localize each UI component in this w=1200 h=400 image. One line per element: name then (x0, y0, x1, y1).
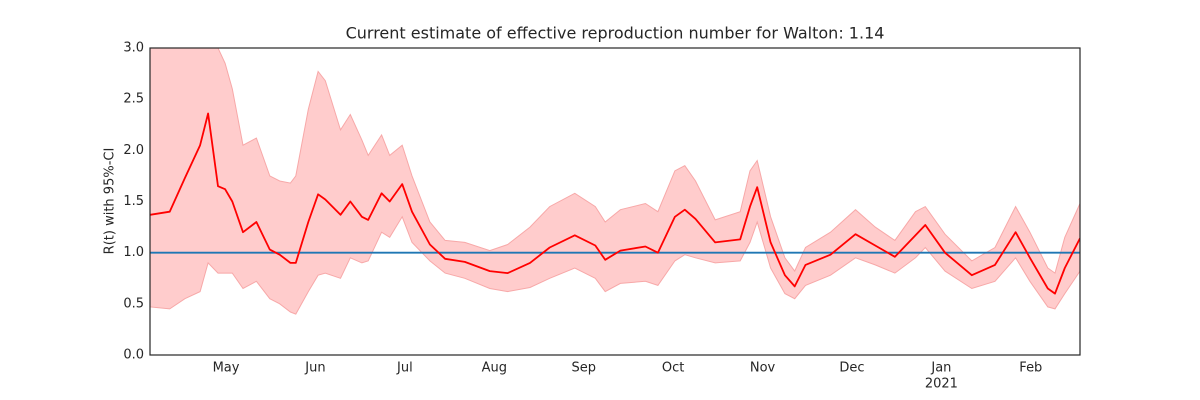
series-line (150, 112, 1080, 295)
y-tick-label: 1.5 (123, 194, 144, 209)
x-tick-label: May (213, 361, 240, 376)
y-tick-label: 0.5 (123, 296, 144, 311)
y-tick-label: 1.0 (123, 245, 144, 260)
y-tick-label: 2.0 (123, 143, 144, 158)
x-tick-label: Feb (1019, 361, 1042, 376)
y-tick-label: 3.0 (123, 41, 144, 56)
x-tick-sublabel: 2021 (925, 377, 958, 392)
y-tick-label: 0.0 (123, 348, 144, 363)
x-tick-label: Jul (396, 361, 413, 376)
x-tick-label: Sep (571, 361, 596, 376)
x-tick-label: Jun (304, 361, 325, 376)
plot-area (150, 48, 1080, 315)
confidence-band (150, 48, 1080, 315)
x-tick-label: Jan (930, 361, 951, 376)
x-tick-label: Dec (839, 361, 864, 376)
axes-frame (149, 47, 1081, 356)
y-axis-label: R(t) with 95%-CI (103, 148, 118, 255)
chart-title: Current estimate of effective reproducti… (346, 24, 885, 43)
x-tick-label: Aug (482, 361, 507, 376)
y-tick-label: 2.5 (123, 92, 144, 107)
x-tick-label: Nov (750, 361, 776, 376)
x-tick-label: Oct (662, 361, 684, 376)
